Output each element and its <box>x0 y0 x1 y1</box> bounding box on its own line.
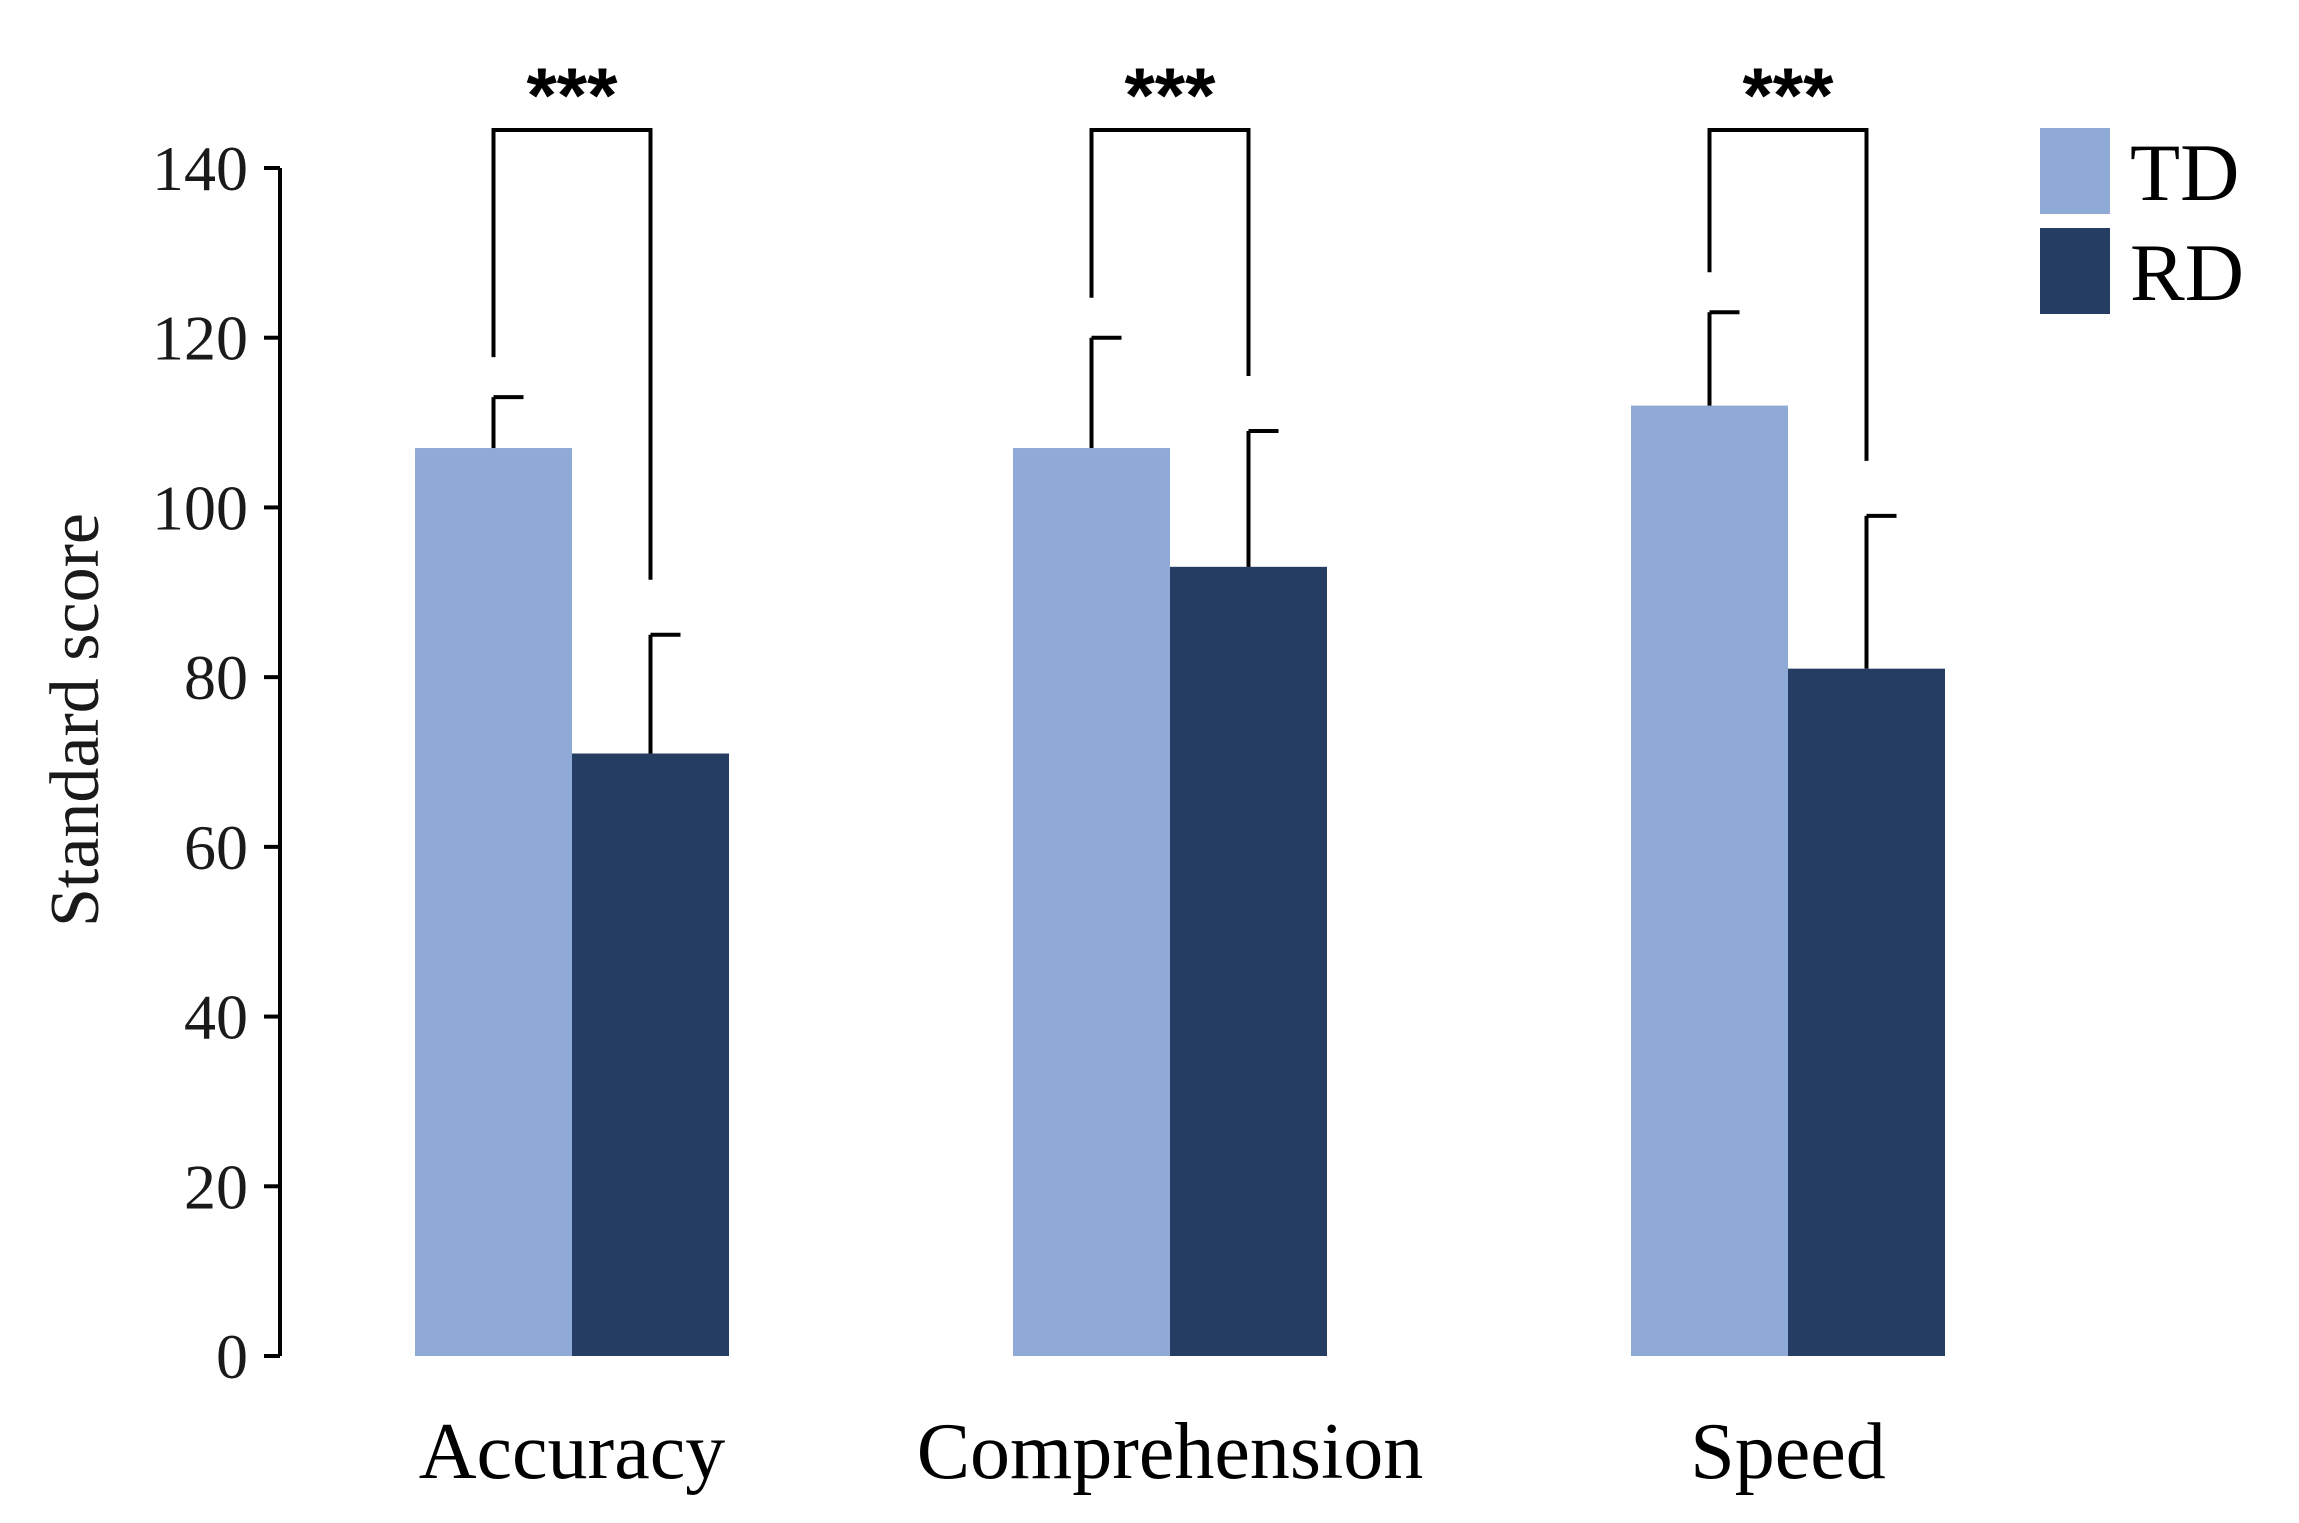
significance-bracket <box>491 128 653 580</box>
legend-label-td: TD <box>2130 127 2239 218</box>
legend-swatch-td <box>2040 128 2110 214</box>
significance-label: *** <box>526 51 618 139</box>
bar-td-accuracy <box>415 448 572 1356</box>
y-tick-label: 80 <box>184 642 248 713</box>
error-bars <box>491 310 1897 754</box>
y-axis: 0 20 40 60 80 100 120 140 <box>152 133 282 1392</box>
bars <box>415 405 1945 1357</box>
legend-label-rd: RD <box>2130 227 2244 318</box>
bar-rd-speed <box>1788 668 1945 1356</box>
significance-bracket <box>1707 128 1869 461</box>
significance-brackets: *** *** *** <box>491 51 1869 580</box>
y-tick-label: 40 <box>184 982 248 1053</box>
bar-td-speed <box>1631 405 1788 1357</box>
y-tick-label: 60 <box>184 812 248 883</box>
significance-bracket <box>1089 128 1251 377</box>
x-category-label: Accuracy <box>419 1408 725 1496</box>
significance-label: *** <box>1124 51 1216 139</box>
x-axis-labels: Accuracy Comprehension Speed <box>419 1408 1886 1496</box>
significance-label: *** <box>1742 51 1834 139</box>
legend-swatch-rd <box>2040 228 2110 314</box>
x-category-label: Comprehension <box>917 1408 1424 1496</box>
bar-td-comprehension <box>1013 448 1170 1356</box>
bar-rd-accuracy <box>572 753 729 1356</box>
y-tick-label: 140 <box>152 133 248 204</box>
y-tick-label: 120 <box>152 303 248 374</box>
x-category-label: Speed <box>1690 1408 1886 1496</box>
bar-rd-comprehension <box>1170 566 1327 1356</box>
y-tick-label: 20 <box>184 1151 248 1222</box>
y-tick-label: 100 <box>152 472 248 543</box>
y-axis-title: Standard score <box>37 513 114 927</box>
y-tick-label: 0 <box>216 1321 248 1392</box>
